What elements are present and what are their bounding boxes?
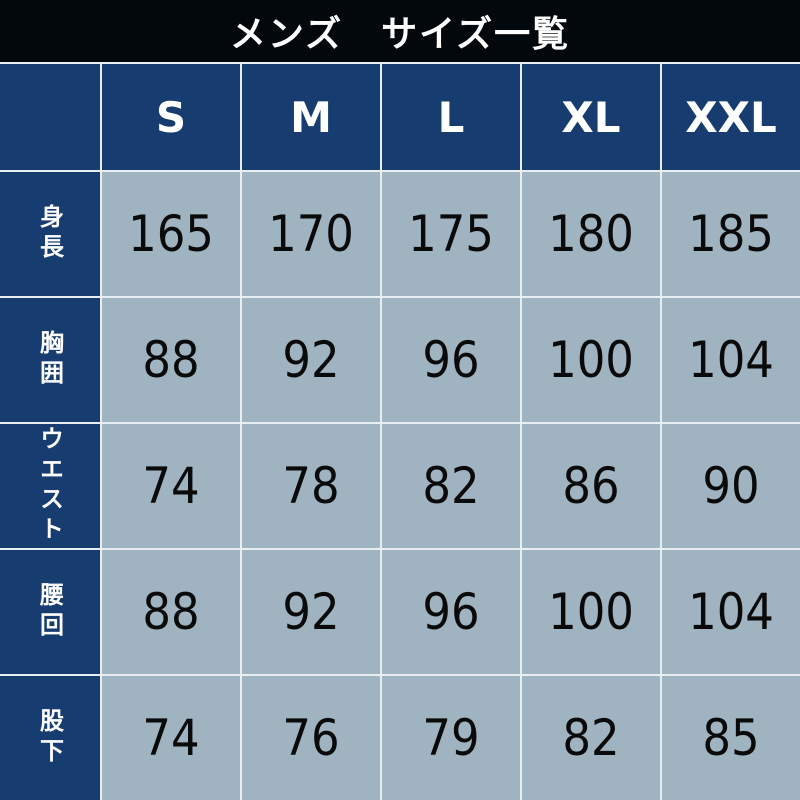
table-cell: 185 bbox=[662, 172, 800, 296]
table-cell: 76 bbox=[242, 676, 380, 800]
size-header-s: S bbox=[102, 64, 240, 170]
table-cell: 100 bbox=[522, 550, 660, 674]
size-header-m: M bbox=[242, 64, 380, 170]
table-cell: 92 bbox=[242, 550, 380, 674]
table-cell: 96 bbox=[382, 298, 520, 422]
table-cell: 78 bbox=[242, 424, 380, 548]
page-title: メンズ サイズ一覧 bbox=[0, 0, 800, 62]
table-cell: 175 bbox=[382, 172, 520, 296]
table-cell: 88 bbox=[102, 298, 240, 422]
size-table: S M L XL XXL 身長 165 170 175 180 185 胸囲 88 92 96 100 104 ウ… bbox=[0, 62, 800, 800]
table-cell: 92 bbox=[242, 298, 380, 422]
row-header: 腰回 bbox=[0, 550, 100, 674]
size-header-xxl: XXL bbox=[662, 64, 800, 170]
table-cell: 88 bbox=[102, 550, 240, 674]
table-cell: 165 bbox=[102, 172, 240, 296]
table-cell: 86 bbox=[522, 424, 660, 548]
table-cell: 82 bbox=[522, 676, 660, 800]
table-cell: 104 bbox=[662, 298, 800, 422]
size-header-xl: XL bbox=[522, 64, 660, 170]
table-cell: 180 bbox=[522, 172, 660, 296]
table-cell: 79 bbox=[382, 676, 520, 800]
table-cell: 96 bbox=[382, 550, 520, 674]
table-cell: 74 bbox=[102, 424, 240, 548]
row-header: 身長 bbox=[0, 172, 100, 296]
row-header: 股下 bbox=[0, 676, 100, 800]
table-cell: 74 bbox=[102, 676, 240, 800]
table-cell: 82 bbox=[382, 424, 520, 548]
table-cell: 85 bbox=[662, 676, 800, 800]
row-header: ウエスト bbox=[0, 424, 100, 548]
size-header-l: L bbox=[382, 64, 520, 170]
table-cell: 90 bbox=[662, 424, 800, 548]
row-header: 胸囲 bbox=[0, 298, 100, 422]
table-cell: 100 bbox=[522, 298, 660, 422]
table-cell: 104 bbox=[662, 550, 800, 674]
corner-cell bbox=[0, 64, 100, 170]
table-cell: 170 bbox=[242, 172, 380, 296]
